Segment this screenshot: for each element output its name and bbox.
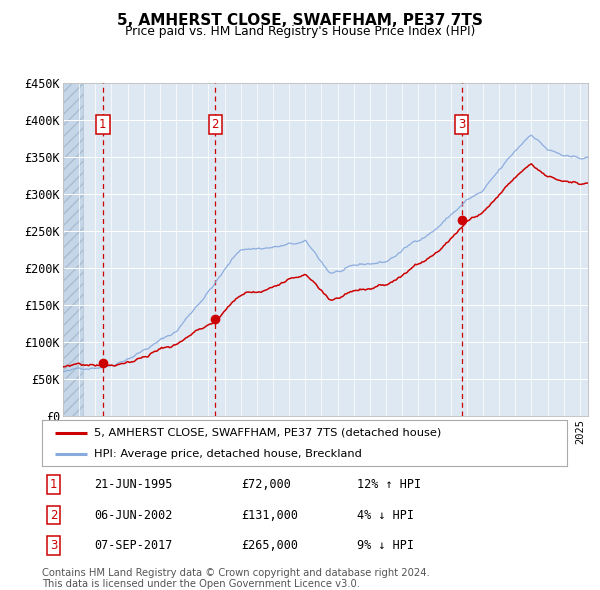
Text: 1: 1: [50, 478, 58, 491]
Text: Contains HM Land Registry data © Crown copyright and database right 2024.
This d: Contains HM Land Registry data © Crown c…: [42, 568, 430, 589]
Text: 5, AMHERST CLOSE, SWAFFHAM, PE37 7TS (detached house): 5, AMHERST CLOSE, SWAFFHAM, PE37 7TS (de…: [95, 428, 442, 438]
Text: 3: 3: [50, 539, 57, 552]
Text: 9% ↓ HPI: 9% ↓ HPI: [357, 539, 414, 552]
Text: 2: 2: [50, 509, 58, 522]
Text: HPI: Average price, detached house, Breckland: HPI: Average price, detached house, Brec…: [95, 448, 362, 458]
Text: 06-JUN-2002: 06-JUN-2002: [95, 509, 173, 522]
Text: £131,000: £131,000: [241, 509, 299, 522]
Text: 21-JUN-1995: 21-JUN-1995: [95, 478, 173, 491]
Bar: [63, 83, 83, 416]
Text: £72,000: £72,000: [241, 478, 292, 491]
Text: 2: 2: [212, 118, 219, 131]
Text: 4% ↓ HPI: 4% ↓ HPI: [357, 509, 414, 522]
Text: 07-SEP-2017: 07-SEP-2017: [95, 539, 173, 552]
Text: Price paid vs. HM Land Registry's House Price Index (HPI): Price paid vs. HM Land Registry's House …: [125, 25, 475, 38]
Text: 1: 1: [99, 118, 107, 131]
Text: 3: 3: [458, 118, 466, 131]
Text: 12% ↑ HPI: 12% ↑ HPI: [357, 478, 421, 491]
Text: £265,000: £265,000: [241, 539, 299, 552]
Text: 5, AMHERST CLOSE, SWAFFHAM, PE37 7TS: 5, AMHERST CLOSE, SWAFFHAM, PE37 7TS: [117, 13, 483, 28]
